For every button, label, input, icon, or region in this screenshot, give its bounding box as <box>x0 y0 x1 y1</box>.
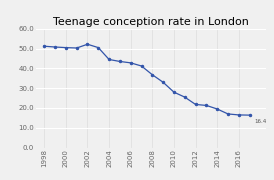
Title: Teenage conception rate in London: Teenage conception rate in London <box>53 17 249 27</box>
Text: 16.4: 16.4 <box>254 119 266 124</box>
